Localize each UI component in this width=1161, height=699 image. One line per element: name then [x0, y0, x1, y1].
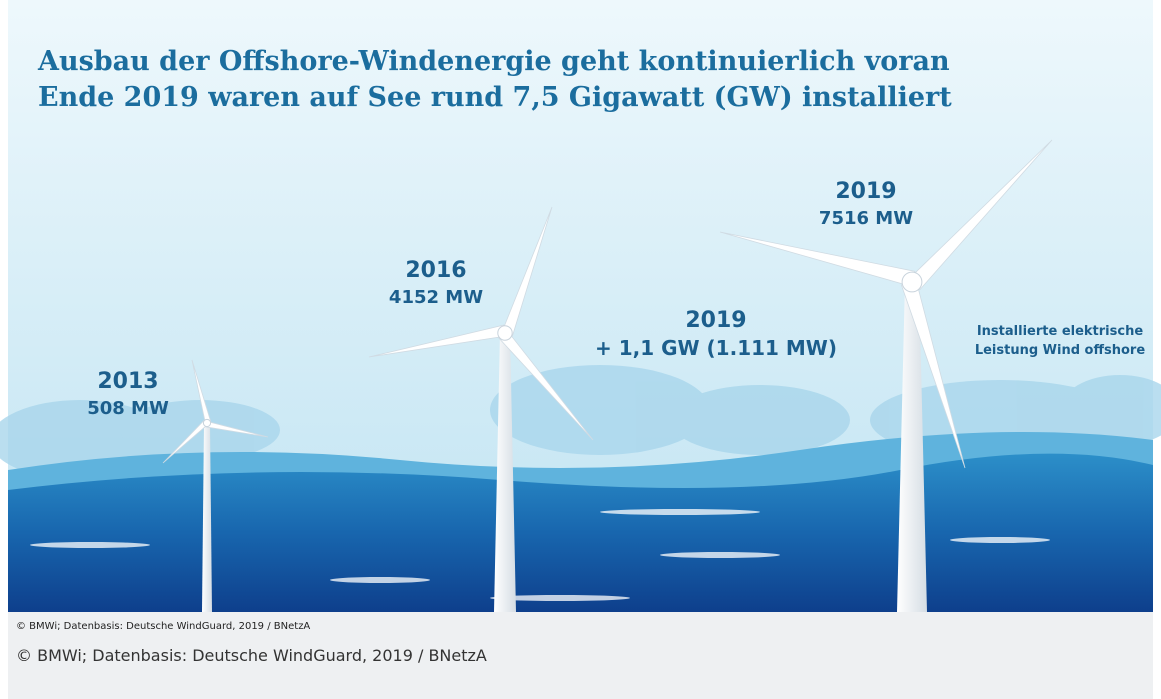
caption-bar — [8, 612, 1153, 699]
tower — [202, 423, 212, 612]
title: Ausbau der Offshore-Windenergie geht kon… — [37, 46, 950, 77]
caption: © BMWi; Datenbasis: Deutsche WindGuard, … — [16, 646, 487, 665]
hub — [901, 271, 923, 293]
legend-line: Installierte elektrische — [977, 324, 1143, 339]
legend-line: Leistung Wind offshore — [975, 343, 1146, 358]
turbine-capacity: 7516 MW — [819, 208, 913, 229]
image-credit: © BMWi; Datenbasis: Deutsche WindGuard, … — [16, 621, 310, 632]
turbine-capacity: 4152 MW — [389, 287, 483, 308]
addition-year: 2019 — [685, 308, 746, 333]
tower — [494, 333, 516, 612]
addition-text: + 1,1 GW (1.111 MW) — [595, 336, 837, 360]
sea — [8, 453, 1153, 612]
turbine-year: 2019 — [835, 179, 896, 204]
turbine-year: 2016 — [405, 258, 466, 283]
turbine-year: 2013 — [97, 369, 158, 394]
hub — [202, 418, 212, 428]
hub — [497, 325, 513, 341]
subtitle: Ende 2019 waren auf See rund 7,5 Gigawat… — [38, 82, 952, 113]
wave-highlights — [30, 509, 1050, 601]
turbine-capacity: 508 MW — [87, 398, 169, 419]
tower — [897, 282, 927, 612]
turbines — [162, 139, 1053, 612]
